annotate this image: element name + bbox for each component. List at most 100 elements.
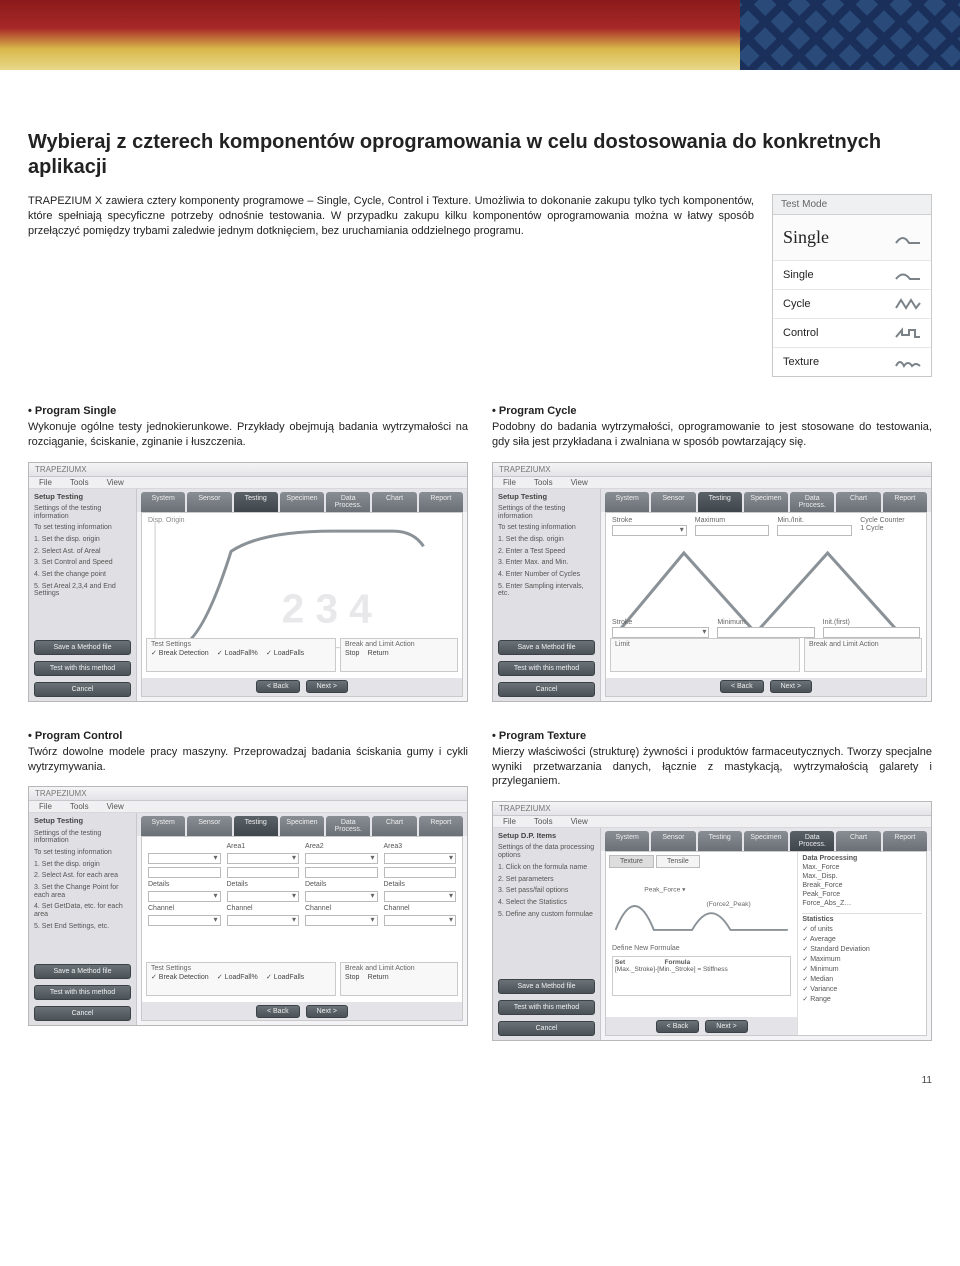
tab-sensor[interactable]: Sensor <box>651 831 695 851</box>
tab-report[interactable]: Report <box>883 831 927 851</box>
min-input[interactable] <box>777 525 852 536</box>
tab-system[interactable]: System <box>141 492 185 512</box>
back-button[interactable]: < Back <box>256 1005 300 1018</box>
input[interactable] <box>305 867 378 878</box>
stat-item[interactable]: ✓ Variance <box>802 985 922 993</box>
stat-item[interactable]: ✓ Minimum <box>802 965 922 973</box>
next-button[interactable]: Next > <box>306 680 348 693</box>
tab-testing[interactable]: Testing <box>698 492 742 512</box>
back-button[interactable]: < Back <box>256 680 300 693</box>
menu-item[interactable]: View <box>571 817 588 826</box>
save-method-button[interactable]: Save a Method file <box>498 640 595 655</box>
cancel-button[interactable]: Cancel <box>34 682 131 697</box>
save-method-button[interactable]: Save a Method file <box>498 979 595 994</box>
menu-item[interactable]: Tools <box>534 817 553 826</box>
stat-item[interactable]: ✓ of units <box>802 925 922 933</box>
cancel-button[interactable]: Cancel <box>34 1006 131 1021</box>
menu-item[interactable]: File <box>39 802 52 811</box>
opt-return[interactable]: Return <box>368 650 389 657</box>
menu-item[interactable]: View <box>107 478 124 487</box>
input[interactable] <box>148 867 221 878</box>
tab-sensor[interactable]: Sensor <box>187 492 231 512</box>
tab-testing[interactable]: Testing <box>234 492 278 512</box>
tab-sensor[interactable]: Sensor <box>651 492 695 512</box>
dp-item[interactable]: Break_Force <box>802 882 922 889</box>
dp-item[interactable]: Force_Abs_Z… <box>802 900 922 907</box>
mode-item-cycle[interactable]: Cycle <box>773 289 931 318</box>
tab-report[interactable]: Report <box>883 492 927 512</box>
select[interactable] <box>148 915 221 926</box>
mode-item-texture[interactable]: Texture <box>773 347 931 376</box>
menu-item[interactable]: View <box>107 802 124 811</box>
tab-testing[interactable]: Testing <box>234 816 278 836</box>
opt-stop[interactable]: Stop <box>345 650 359 657</box>
back-button[interactable]: < Back <box>720 680 764 693</box>
opt[interactable]: Return <box>368 974 389 981</box>
tab-chart[interactable]: Chart <box>836 831 880 851</box>
stat-item[interactable]: ✓ Average <box>802 935 922 943</box>
tab-chart[interactable]: Chart <box>372 492 416 512</box>
next-button[interactable]: Next > <box>705 1020 747 1033</box>
menu-item[interactable]: View <box>571 478 588 487</box>
tab-dataprocess[interactable]: Data Process. <box>790 831 834 851</box>
tab-specimen[interactable]: Specimen <box>280 492 324 512</box>
subtab-texture[interactable]: Texture <box>609 855 654 868</box>
tab-sensor[interactable]: Sensor <box>187 816 231 836</box>
stroke-select2[interactable] <box>612 627 709 638</box>
select[interactable] <box>227 853 300 864</box>
select[interactable] <box>148 891 221 902</box>
stat-item[interactable]: ✓ Range <box>802 995 922 1003</box>
stat-item[interactable]: ✓ Median <box>802 975 922 983</box>
mode-item-control[interactable]: Control <box>773 318 931 347</box>
select[interactable] <box>227 891 300 902</box>
tab-specimen[interactable]: Specimen <box>744 831 788 851</box>
back-button[interactable]: < Back <box>656 1020 700 1033</box>
tab-dataprocess[interactable]: Data Process. <box>326 492 370 512</box>
test-method-button[interactable]: Test with this method <box>498 1000 595 1015</box>
max-input[interactable] <box>695 525 770 536</box>
cancel-button[interactable]: Cancel <box>498 682 595 697</box>
test-method-button[interactable]: Test with this method <box>498 661 595 676</box>
dp-item[interactable]: Peak_Force <box>802 891 922 898</box>
select[interactable] <box>227 915 300 926</box>
tab-chart[interactable]: Chart <box>836 492 880 512</box>
select[interactable] <box>384 853 457 864</box>
tab-system[interactable]: System <box>605 492 649 512</box>
dp-item[interactable]: Max._Disp. <box>802 873 922 880</box>
tab-chart[interactable]: Chart <box>372 816 416 836</box>
next-button[interactable]: Next > <box>306 1005 348 1018</box>
stat-item[interactable]: ✓ Maximum <box>802 955 922 963</box>
check[interactable]: ✓ Break Detection <box>151 973 209 981</box>
menu-item[interactable]: Tools <box>70 478 89 487</box>
tab-testing[interactable]: Testing <box>698 831 742 851</box>
input[interactable] <box>227 867 300 878</box>
check[interactable]: ✓ LoadFall% <box>217 973 258 981</box>
select[interactable] <box>305 853 378 864</box>
select[interactable] <box>384 891 457 902</box>
tab-specimen[interactable]: Specimen <box>280 816 324 836</box>
menu-item[interactable]: File <box>39 478 52 487</box>
menu-item[interactable]: File <box>503 478 516 487</box>
stroke-select[interactable] <box>612 525 687 536</box>
check[interactable]: ✓ LoadFalls <box>266 973 304 981</box>
tab-dataprocess[interactable]: Data Process. <box>326 816 370 836</box>
test-mode-selected[interactable]: Single <box>773 215 931 260</box>
opt[interactable]: Stop <box>345 974 359 981</box>
test-method-button[interactable]: Test with this method <box>34 661 131 676</box>
save-method-button[interactable]: Save a Method file <box>34 964 131 979</box>
init-input[interactable] <box>823 627 920 638</box>
stat-item[interactable]: ✓ Standard Deviation <box>802 945 922 953</box>
tab-specimen[interactable]: Specimen <box>744 492 788 512</box>
tab-report[interactable]: Report <box>419 816 463 836</box>
mode-item-single[interactable]: Single <box>773 260 931 289</box>
tab-system[interactable]: System <box>605 831 649 851</box>
select[interactable] <box>384 915 457 926</box>
next-button[interactable]: Next > <box>770 680 812 693</box>
dp-item[interactable]: Max._Force <box>802 864 922 871</box>
tab-system[interactable]: System <box>141 816 185 836</box>
check-loadfall[interactable]: ✓ LoadFall% <box>217 649 258 657</box>
select[interactable] <box>148 853 221 864</box>
menu-item[interactable]: Tools <box>534 478 553 487</box>
check-break[interactable]: ✓ Break Detection <box>151 649 209 657</box>
menu-item[interactable]: File <box>503 817 516 826</box>
